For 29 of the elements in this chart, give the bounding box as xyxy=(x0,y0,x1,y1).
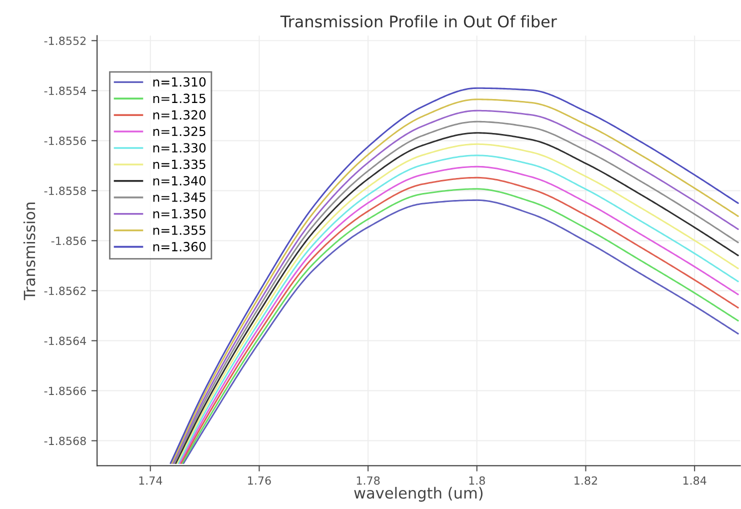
x-axis-title: wavelength (um) xyxy=(354,486,483,502)
y-tick-label: -1.8556 xyxy=(44,136,86,146)
legend-label: n=1.340 xyxy=(153,176,206,186)
x-tick-label: 1.8 xyxy=(469,476,485,485)
x-tick-label: 1.84 xyxy=(683,476,706,485)
legend-label: n=1.310 xyxy=(153,77,206,87)
legend-label: n=1.350 xyxy=(153,208,206,218)
y-tick-label: -1.8564 xyxy=(44,336,86,346)
y-tick-label: -1.856 xyxy=(51,236,86,246)
y-tick-label: -1.8568 xyxy=(44,436,86,446)
legend-label: n=1.355 xyxy=(153,225,206,235)
legend-label: n=1.335 xyxy=(153,160,206,170)
legend-label: n=1.315 xyxy=(153,94,206,104)
y-tick-label: -1.8562 xyxy=(44,286,86,296)
legend-label: n=1.345 xyxy=(153,192,206,202)
legend-label: n=1.325 xyxy=(153,126,206,136)
x-tick-label: 1.74 xyxy=(139,476,162,485)
x-tick-label: 1.76 xyxy=(248,476,271,485)
legend-label: n=1.360 xyxy=(153,242,206,252)
y-tick-label: -1.8554 xyxy=(44,86,86,96)
y-tick-label: -1.8558 xyxy=(44,186,86,196)
x-tick-label: 1.82 xyxy=(574,476,597,485)
x-tick-label: 1.78 xyxy=(356,476,380,485)
y-tick-label: -1.8566 xyxy=(44,386,86,396)
legend-label: n=1.330 xyxy=(153,143,206,153)
y-axis-title: Transmission xyxy=(23,202,36,300)
chart-title: Transmission Profile in Out Of fiber xyxy=(280,15,557,28)
legend-label: n=1.320 xyxy=(153,110,206,120)
y-tick-label: -1.8552 xyxy=(44,36,86,46)
